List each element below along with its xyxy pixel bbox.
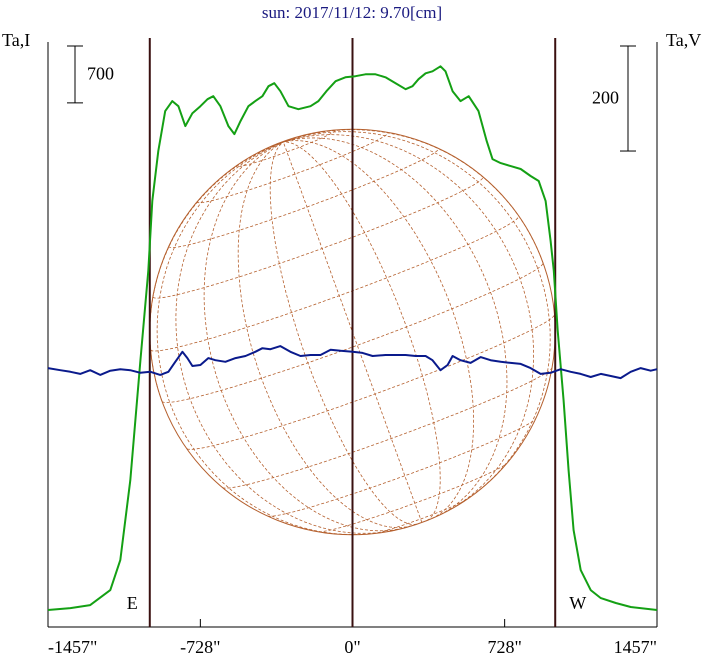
disk-parallel <box>236 129 336 168</box>
disk-parallel <box>222 367 553 489</box>
disk-meridian <box>283 140 474 519</box>
scale-bar-label: 700 <box>87 64 114 84</box>
marker-label: E <box>127 593 138 613</box>
disk-meridian <box>283 137 508 518</box>
y2-axis-label: Ta,V <box>666 30 701 50</box>
disk-meridian <box>175 141 396 534</box>
disk-meridian <box>283 134 534 512</box>
series-line <box>47 345 658 380</box>
x-tick-label: -728" <box>180 637 220 657</box>
disk-parallel <box>267 418 537 517</box>
disk-parallel <box>186 314 555 450</box>
disk-meridian <box>282 141 423 523</box>
x-tick-label: 728" <box>487 637 521 657</box>
disk-parallel <box>197 131 389 204</box>
disk-parallel <box>161 262 544 403</box>
series-line <box>47 65 658 611</box>
disk-parallel <box>150 215 519 352</box>
disk-parallel <box>318 463 508 533</box>
disk-parallel <box>372 499 467 535</box>
disk-meridian <box>283 141 441 521</box>
disk-meridian <box>203 141 408 532</box>
x-tick-label: -1457" <box>48 637 97 657</box>
disk-meridian <box>269 141 417 525</box>
x-tick-label: 1457" <box>614 637 657 657</box>
disk-meridian <box>237 141 412 528</box>
y-axis-label: Ta,I <box>2 30 30 50</box>
chart-title: sun: 2017/11/12: 9.70[cm] <box>262 3 442 22</box>
scale-bar-label: 200 <box>592 88 619 108</box>
disk-meridian <box>156 141 362 536</box>
marker-label: W <box>569 593 586 613</box>
disk-parallel <box>152 176 484 299</box>
disk-parallel <box>168 147 439 248</box>
x-tick-label: 0" <box>344 637 360 657</box>
plot-area: -1457" -728" 0" 728" 1457" E W 700 200 <box>47 38 658 657</box>
